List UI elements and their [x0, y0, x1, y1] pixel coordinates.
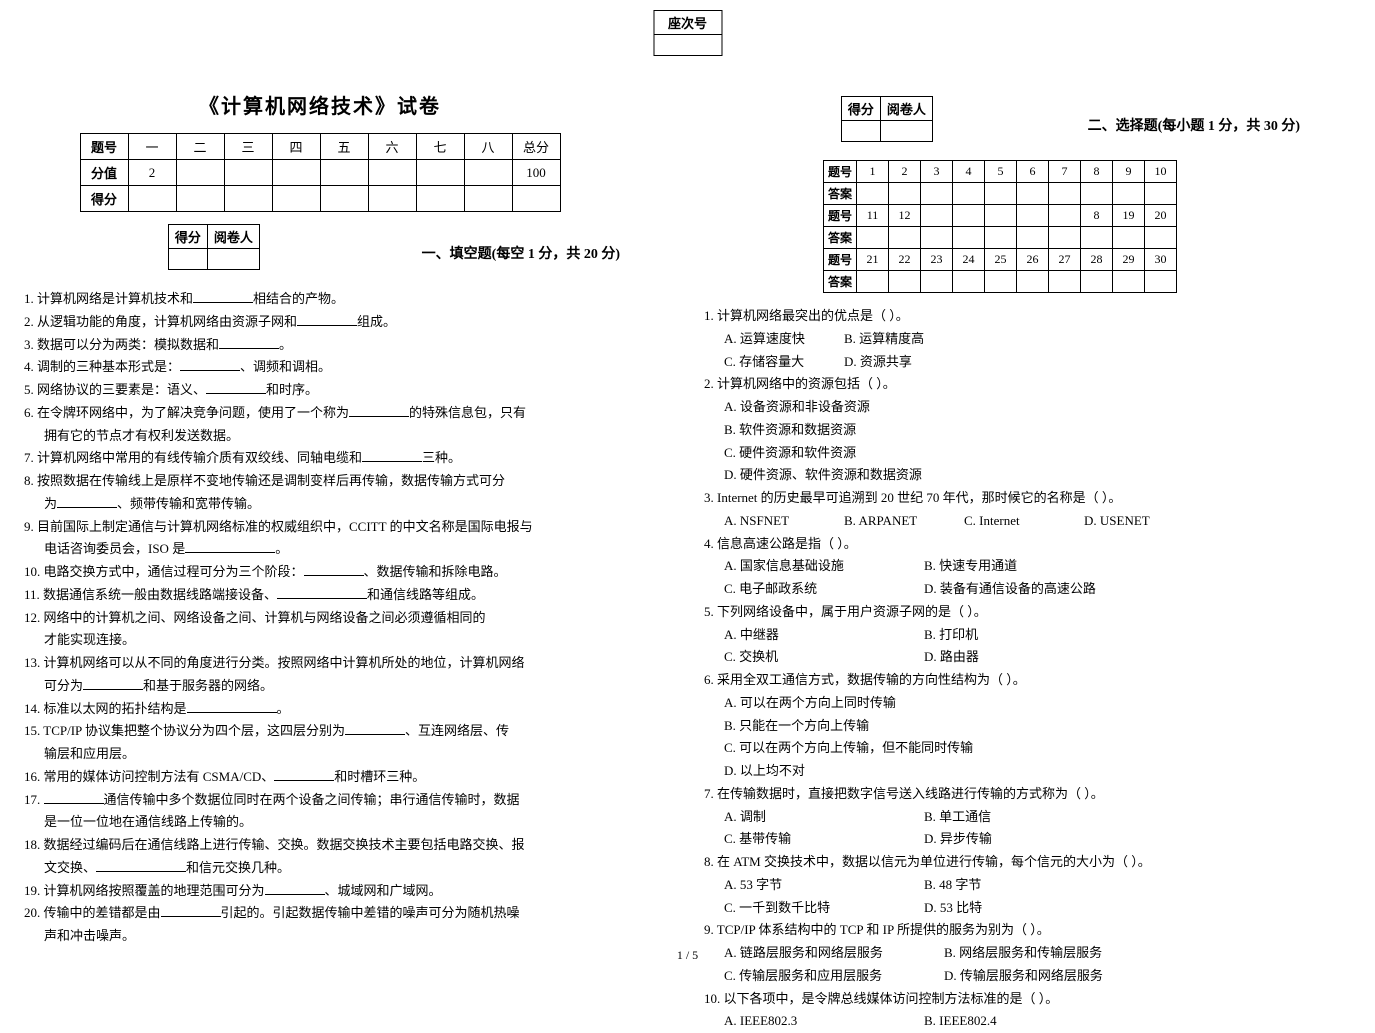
- score-header-row: 题号 一 二 三 四 五 六 七 八 总分: [80, 134, 560, 160]
- score-got-row: 得分: [80, 186, 560, 212]
- blank: [219, 336, 279, 349]
- blank: [277, 586, 367, 599]
- choice-list: 1. 计算机网络最突出的优点是（ ）。 A. 运算速度快B. 运算精度高 C. …: [700, 305, 1300, 1033]
- section2-title: 二、选择题(每小题 1 分，共 30 分): [1088, 115, 1300, 135]
- score-value-row: 分值 2 100: [80, 160, 560, 186]
- fill-blank-list: 1. 计算机网络是计算机技术和相结合的产物。 2. 从逻辑功能的角度，计算机网络…: [20, 288, 620, 948]
- section1-mini-table: 得分阅卷人: [168, 224, 260, 270]
- page-footer: 1 / 5: [677, 948, 698, 963]
- section1-title: 一、填空题(每空 1 分，共 20 分): [422, 243, 620, 263]
- page-body: 《计算机网络技术》试卷 题号 一 二 三 四 五 六 七 八 总分 分值 2: [0, 0, 1375, 1033]
- blank: [265, 882, 325, 895]
- blank: [345, 722, 405, 735]
- blank: [185, 540, 275, 553]
- score-table: 题号 一 二 三 四 五 六 七 八 总分 分值 2: [80, 133, 561, 212]
- blank: [187, 700, 277, 713]
- blank: [44, 791, 104, 804]
- blank: [180, 358, 240, 371]
- blank: [161, 904, 221, 917]
- seat-blank: [653, 35, 721, 56]
- left-column: 《计算机网络技术》试卷 题号 一 二 三 四 五 六 七 八 总分 分值 2: [0, 90, 640, 1033]
- answer-table: 题号12345678910 答案 题号111281920 答案 题号212223…: [823, 160, 1177, 293]
- blank: [349, 404, 409, 417]
- blank: [362, 449, 422, 462]
- exam-title: 《计算机网络技术》试卷: [20, 90, 620, 119]
- seat-label: 座次号: [653, 11, 721, 35]
- blank: [297, 313, 357, 326]
- section2-mini-table: 得分阅卷人: [841, 96, 933, 142]
- blank: [57, 495, 117, 508]
- blank: [206, 381, 266, 394]
- blank: [83, 677, 143, 690]
- blank: [96, 859, 186, 872]
- blank: [304, 563, 364, 576]
- blank: [193, 290, 253, 303]
- right-column: 得分阅卷人 二、选择题(每小题 1 分，共 30 分) 题号1234567891…: [680, 90, 1320, 1033]
- seat-number-box: 座次号: [653, 10, 722, 56]
- blank: [274, 768, 334, 781]
